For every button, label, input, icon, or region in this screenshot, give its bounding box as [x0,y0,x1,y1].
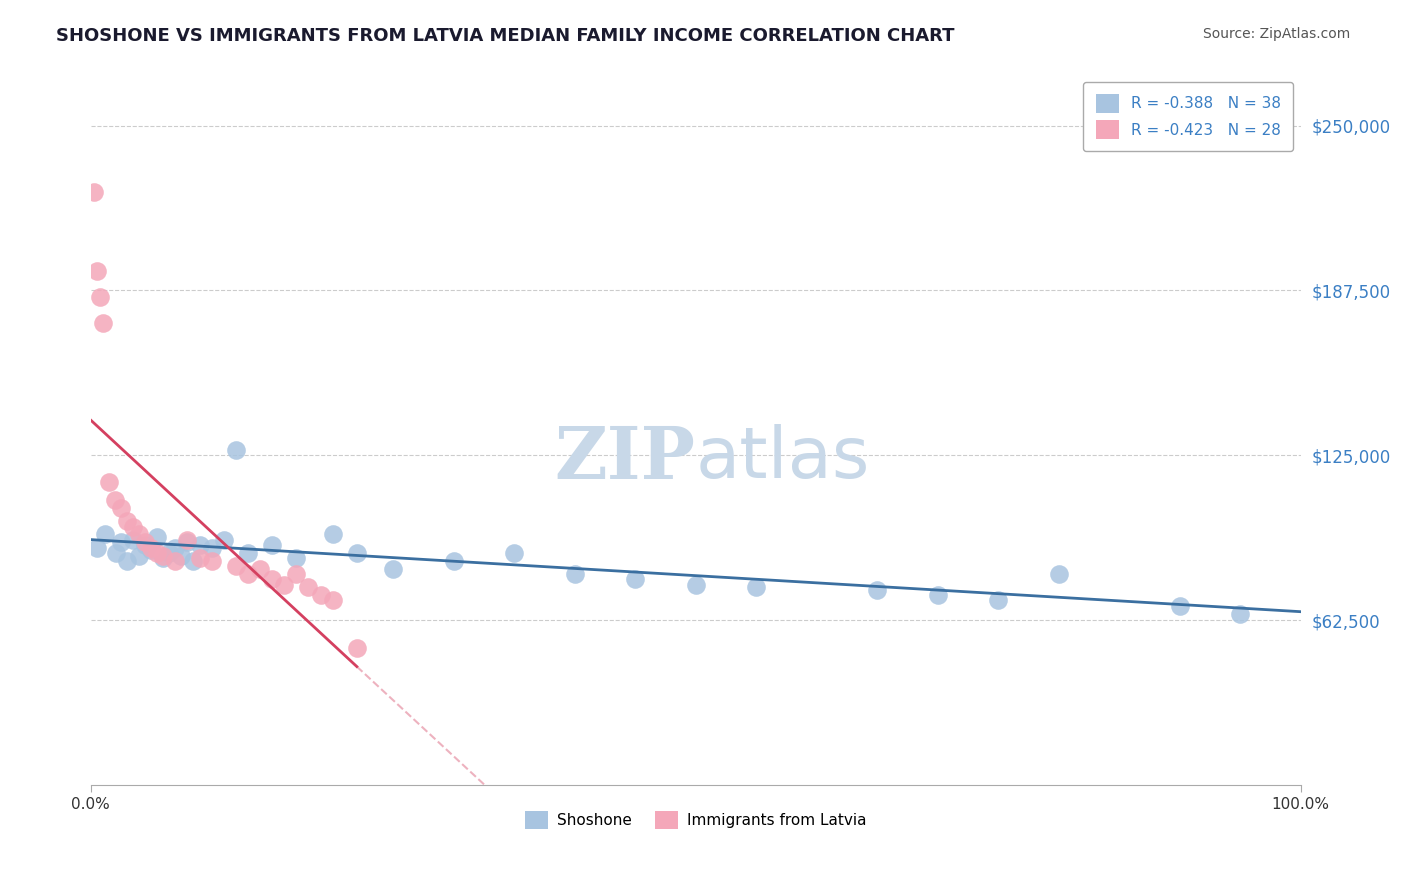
Point [152,549,174,563]
Point [262,538,284,552]
Point [866,582,889,597]
Point [201,554,224,568]
Point [262,572,284,586]
Point [382,562,405,576]
Point [83,185,105,199]
Legend: Shoshone, Immigrants from Latvia: Shoshone, Immigrants from Latvia [519,805,873,836]
Point [104,493,127,508]
Point [176,533,198,547]
Point [201,541,224,555]
Point [97,475,120,489]
Point [188,551,211,566]
Point [105,546,128,560]
Point [134,535,156,549]
Point [134,538,156,552]
Point [115,554,138,568]
Point [176,535,198,549]
Point [309,588,332,602]
Point [225,559,247,574]
Point [503,546,526,560]
Point [1229,607,1251,621]
Point [139,541,162,555]
Point [927,588,949,602]
Point [157,546,180,560]
Point [94,527,117,541]
Text: SHOSHONE VS IMMIGRANTS FROM LATVIA MEDIAN FAMILY INCOME CORRELATION CHART: SHOSHONE VS IMMIGRANTS FROM LATVIA MEDIA… [56,27,955,45]
Point [987,593,1010,607]
Point [128,527,150,541]
Text: ZIP: ZIP [555,423,696,494]
Point [285,551,308,566]
Point [122,519,145,533]
Point [183,554,205,568]
Point [346,546,368,560]
Point [443,554,465,568]
Point [346,640,368,655]
Point [236,567,259,582]
Point [86,263,108,277]
Point [273,577,295,591]
Point [322,527,344,541]
Point [139,543,162,558]
Point [1168,599,1191,613]
Point [322,593,344,607]
Point [745,580,768,594]
Point [146,546,169,560]
Point [165,554,187,568]
Point [128,549,150,563]
Point [91,317,114,331]
Point [236,546,259,560]
Point [152,551,174,566]
Point [86,541,108,555]
Text: Source: ZipAtlas.com: Source: ZipAtlas.com [1202,27,1350,41]
Point [188,538,211,552]
Point [685,577,707,591]
Point [110,501,132,516]
Point [110,535,132,549]
Point [225,443,247,458]
Point [564,567,586,582]
Point [170,549,193,563]
Point [285,567,308,582]
Point [89,290,111,304]
Point [146,530,169,544]
Point [122,533,145,547]
Point [297,580,319,594]
Point [1047,567,1070,582]
Point [249,562,271,576]
Text: atlas: atlas [696,424,870,493]
Point [115,514,138,528]
Point [212,533,235,547]
Point [624,572,647,586]
Point [165,541,187,555]
